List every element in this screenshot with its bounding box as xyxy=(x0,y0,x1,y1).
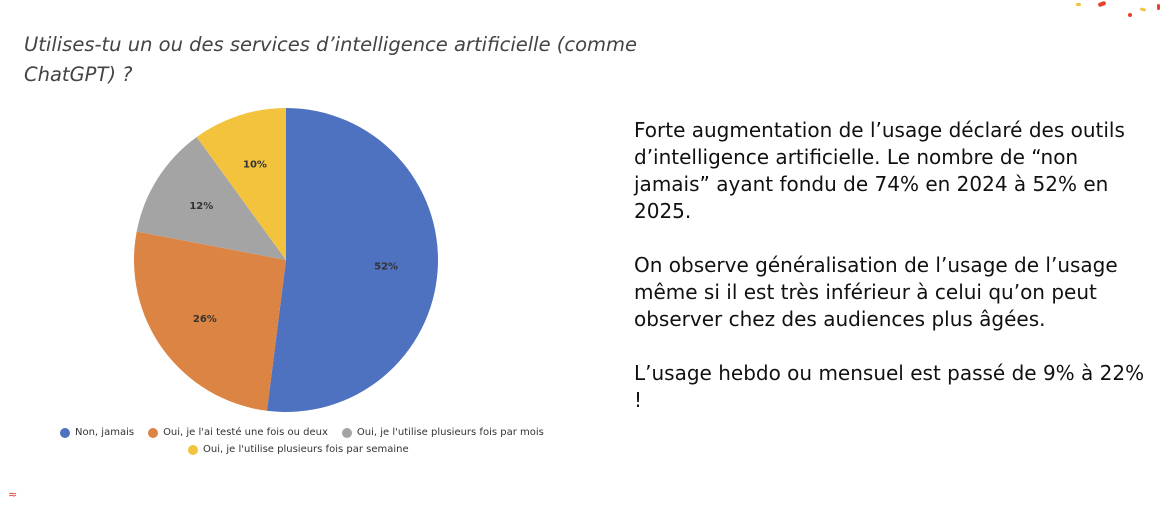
legend-row-2: Oui, je l'utilise plusieurs fois par sem… xyxy=(60,441,530,458)
pie-label-3: 10% xyxy=(243,160,267,171)
pie-slice-3 xyxy=(196,108,286,260)
confetti-decoration xyxy=(1097,0,1107,8)
legend-label: Oui, je l'utilise plusieurs fois par sem… xyxy=(203,444,409,455)
commentary-paragraph-2: On observe généralisation de l’usage de … xyxy=(634,253,1118,331)
confetti-decoration xyxy=(1128,13,1132,17)
legend-item-teste: Oui, je l'ai testé une fois ou deux xyxy=(148,427,328,438)
pie-label-1: 26% xyxy=(193,314,217,325)
commentary-text: Forte augmentation de l’usage déclaré de… xyxy=(634,117,1154,441)
legend-label: Oui, je l'ai testé une fois ou deux xyxy=(163,427,328,438)
legend-label: Non, jamais xyxy=(75,427,135,438)
commentary-paragraph-1: Forte augmentation de l’usage déclaré de… xyxy=(634,118,1125,223)
confetti-decoration xyxy=(1139,7,1147,12)
chart-legend: Non, jamais Oui, je l'ai testé une fois … xyxy=(60,424,544,458)
pie-slice-2 xyxy=(136,137,286,260)
legend-row-1: Non, jamais Oui, je l'ai testé une fois … xyxy=(60,424,544,441)
confetti-decoration xyxy=(1157,4,1160,10)
pie-slice-1 xyxy=(133,231,286,411)
squiggle-decoration: ≈ xyxy=(8,488,18,501)
commentary-paragraph-3: L’usage hebdo ou mensuel est passé de 9%… xyxy=(634,361,1145,412)
legend-swatch xyxy=(341,427,352,438)
legend-item-mois: Oui, je l'utilise plusieurs fois par moi… xyxy=(341,427,544,438)
pie-label-2: 12% xyxy=(189,201,213,212)
legend-label: Oui, je l'utilise plusieurs fois par moi… xyxy=(356,427,544,438)
legend-swatch xyxy=(60,427,70,438)
pie-chart: 52% 26% 12% 10% xyxy=(133,108,439,412)
legend-swatch xyxy=(148,427,159,438)
pie-slice-0 xyxy=(266,108,439,412)
legend-item-semaine: Oui, je l'utilise plusieurs fois par sem… xyxy=(188,444,409,455)
question-title: Utilises-tu un ou des services d’intelli… xyxy=(24,33,638,86)
legend-item-non-jamais: Non, jamais xyxy=(60,427,134,438)
pie-label-0: 52% xyxy=(374,261,398,272)
confetti-decoration xyxy=(1076,3,1081,6)
legend-swatch xyxy=(188,444,198,455)
